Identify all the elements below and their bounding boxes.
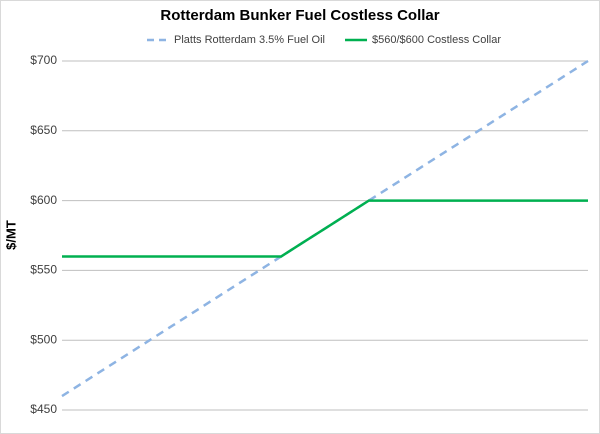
legend-label: Platts Rotterdam 3.5% Fuel Oil [174,34,325,46]
y-tick-label: $450 [30,402,57,416]
series-line [62,199,588,258]
y-tick-label: $600 [30,193,57,207]
legend-label: $560/$600 Costless Collar [372,34,501,46]
y-tick-label: $650 [30,123,57,137]
y-axis-title: $/MT [3,220,18,250]
chart-title: Rotterdam Bunker Fuel Costless Collar [160,7,439,24]
y-tick-label: $700 [30,53,57,67]
y-tick-label: $500 [30,332,57,346]
y-tick-label: $550 [30,263,57,277]
